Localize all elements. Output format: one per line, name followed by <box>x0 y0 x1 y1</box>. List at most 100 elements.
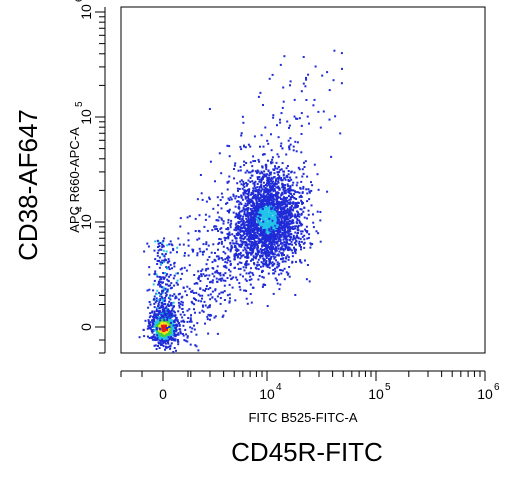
event-dot <box>292 228 295 230</box>
event-dot <box>274 229 277 232</box>
event-dot <box>148 301 151 303</box>
event-dot <box>275 179 277 182</box>
event-dot <box>212 207 215 210</box>
event-dot <box>283 187 286 189</box>
event-dot <box>205 268 208 271</box>
event-dot <box>263 214 266 217</box>
event-dot <box>269 241 272 244</box>
event-dot <box>283 220 286 223</box>
event-dot <box>245 213 248 216</box>
event-dot <box>290 226 293 229</box>
event-dot <box>276 197 279 200</box>
event-dot <box>303 216 306 219</box>
event-dot <box>268 176 271 179</box>
event-dot <box>162 331 165 334</box>
event-dot <box>271 196 274 199</box>
event-dot <box>236 256 239 259</box>
event-dot <box>253 233 256 236</box>
event-dot <box>267 252 270 255</box>
event-dot <box>300 232 303 235</box>
event-dot <box>229 260 232 263</box>
event-dot <box>272 227 275 230</box>
event-dot <box>243 233 246 235</box>
event-dot <box>171 267 173 270</box>
event-dot <box>168 296 171 299</box>
event-dot <box>267 181 270 183</box>
event-dot <box>246 169 249 172</box>
event-dot <box>295 236 298 239</box>
event-dot <box>193 308 195 311</box>
event-dot <box>266 244 269 247</box>
event-dot <box>214 315 217 318</box>
event-dot <box>198 237 201 240</box>
event-dot <box>166 320 169 323</box>
event-dot <box>317 110 320 113</box>
event-dot <box>284 200 287 203</box>
event-dot <box>306 237 309 240</box>
event-dot <box>272 221 275 224</box>
event-dot <box>162 239 165 242</box>
event-dot <box>259 256 262 259</box>
event-dot <box>243 164 246 167</box>
event-dot <box>168 275 171 278</box>
event-dot <box>305 278 308 281</box>
event-dot <box>238 214 241 217</box>
event-dot <box>271 248 273 250</box>
event-dot <box>192 292 195 294</box>
event-dot <box>161 310 164 313</box>
event-dot <box>289 214 292 217</box>
event-dot <box>266 177 269 179</box>
event-dot <box>264 231 267 234</box>
event-dot <box>288 124 291 127</box>
event-dot <box>158 329 161 332</box>
event-dot <box>235 240 238 243</box>
event-dot <box>220 192 223 195</box>
event-dot <box>169 273 172 276</box>
event-dot <box>261 204 263 207</box>
event-dot <box>170 286 173 289</box>
event-dot <box>176 272 179 275</box>
event-dot <box>258 250 261 253</box>
event-dot <box>248 199 251 202</box>
event-dot <box>155 327 158 329</box>
event-dot <box>264 239 267 242</box>
event-dot <box>245 249 248 252</box>
event-dot <box>226 294 229 297</box>
event-dot <box>268 222 271 225</box>
event-dot <box>278 201 281 204</box>
event-dot <box>169 347 172 350</box>
event-dot <box>261 227 264 230</box>
event-dot <box>214 288 217 291</box>
event-dot <box>158 325 161 328</box>
event-dot <box>280 272 283 275</box>
event-dot <box>156 289 159 292</box>
event-dot <box>286 183 289 186</box>
event-dot <box>252 220 255 223</box>
event-dot <box>167 341 169 344</box>
event-dot <box>193 303 196 306</box>
event-dot <box>298 242 301 245</box>
event-dot <box>277 173 280 176</box>
event-dot <box>286 216 289 219</box>
event-dot <box>279 269 282 271</box>
event-dot <box>244 221 247 224</box>
event-dot <box>261 285 264 288</box>
event-dot <box>288 146 291 149</box>
event-dot <box>240 196 243 199</box>
event-dot <box>266 205 269 208</box>
event-dot <box>188 287 191 290</box>
event-dot <box>257 192 260 195</box>
event-dot <box>164 303 167 305</box>
event-dot <box>158 266 161 269</box>
event-dot <box>257 253 259 256</box>
event-dot <box>152 317 155 320</box>
event-dot <box>144 319 147 322</box>
event-dot <box>245 260 248 263</box>
event-dot <box>292 181 295 184</box>
event-dot <box>259 186 262 189</box>
event-dot <box>268 228 271 231</box>
event-dot <box>274 277 277 280</box>
event-dot <box>177 301 180 304</box>
event-dot <box>157 246 159 248</box>
event-dot <box>268 254 271 257</box>
